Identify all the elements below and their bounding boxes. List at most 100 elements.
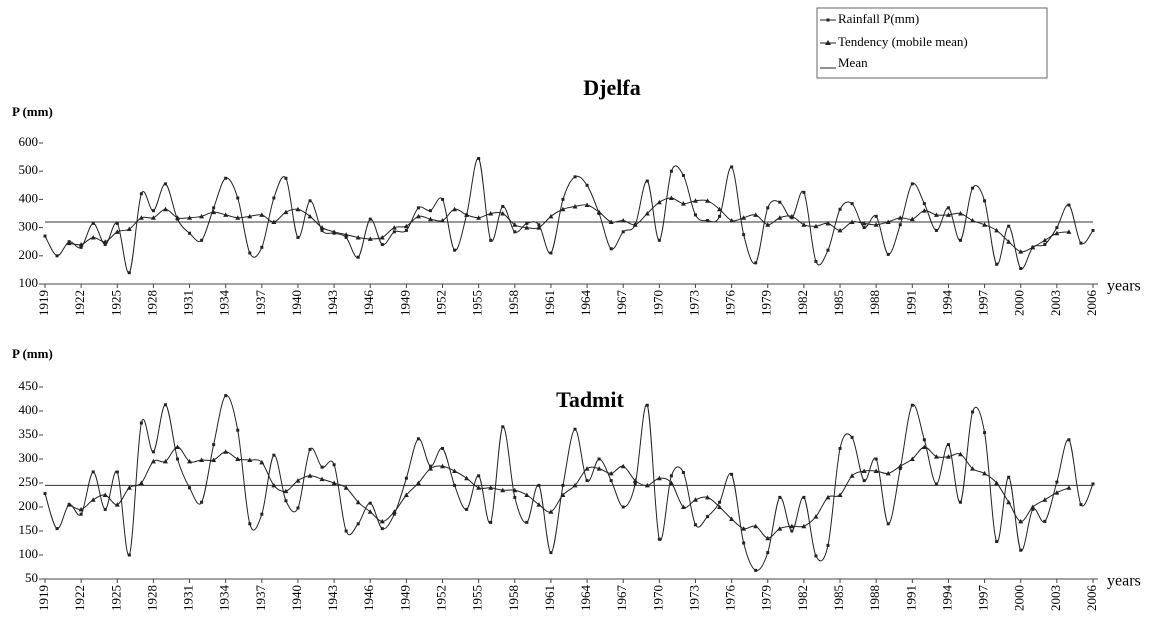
data-point [307,473,313,478]
x-tick-label: 1979 [759,585,774,611]
x-tick-label: 1994 [939,585,954,612]
data-point [657,537,661,541]
data-point [452,206,458,212]
data-point [127,271,131,275]
data-point [850,202,854,206]
data-point [513,495,517,499]
data-point [392,512,396,516]
data-point [584,202,590,208]
data-point [849,473,855,478]
data-point [706,515,710,519]
data-point [296,235,300,239]
x-tick-label: 1955 [470,290,485,316]
data-point [825,220,831,226]
data-point [235,215,241,220]
data-point [379,518,385,524]
data-point [91,221,95,225]
x-tick-label: 1919 [36,290,51,316]
data-point [838,207,842,211]
data-point [224,176,228,180]
data-point [982,222,988,227]
data-point [862,479,866,483]
data-point [850,435,854,439]
data-point [283,488,289,494]
data-point [247,213,253,219]
data-point [488,485,494,490]
data-point [1030,504,1036,509]
data-point [645,179,649,183]
data-point [403,492,409,497]
x-tick-label: 1958 [506,290,521,316]
data-point [801,523,807,529]
data-point [1018,249,1024,254]
data-point [933,212,939,217]
data-point [320,465,324,469]
data-point [742,233,746,237]
data-point [717,504,723,509]
data-point [1055,480,1059,484]
data-point [355,499,361,505]
data-point [55,254,59,258]
x-tick-label: 1946 [361,585,376,612]
data-point [573,427,577,431]
series-line [44,395,1094,572]
data-point [778,200,782,204]
data-point [596,209,602,215]
data-point [1006,239,1012,244]
data-point [524,492,530,497]
data-point [199,457,205,462]
data-point [826,543,830,547]
data-point [753,523,759,529]
x-tick-label: 1922 [72,585,87,611]
data-point [284,176,288,180]
data-point [188,231,192,235]
data-point [873,468,879,473]
data-point [211,457,217,462]
data-point [862,226,866,230]
data-point [982,470,988,476]
data-point [91,470,95,474]
data-point [343,232,349,237]
data-point [742,541,746,545]
data-point [692,198,698,203]
data-point [476,485,482,490]
data-point [403,223,409,229]
y-tick-label: 150 [19,522,39,537]
chart-title: Tadmit [556,387,624,412]
data-point [753,212,759,217]
x-tick-label: 1967 [614,585,629,612]
data-point [874,457,878,461]
data-point [934,228,938,232]
data-point [1042,237,1048,243]
x-tick-label: 1946 [361,290,376,317]
data-point [909,216,915,222]
x-tick-label: 1940 [289,585,304,611]
data-point [632,222,638,227]
x-tick-label: 1949 [397,290,412,316]
data-point [320,228,324,232]
data-point [1066,485,1072,490]
data-point [1007,475,1011,479]
data-point [621,230,625,234]
data-point [356,522,360,526]
data-point [861,468,867,473]
x-axis-label: years [1107,573,1141,590]
data-point [801,222,807,227]
data-point [151,209,155,213]
data-point [886,522,890,526]
data-point [754,261,758,265]
data-point [933,454,939,459]
x-tick-label: 2006 [1084,585,1099,612]
data-point [367,236,373,241]
data-point [681,470,685,474]
data-point [1067,438,1071,442]
data-point [43,492,47,496]
data-point [729,516,735,521]
data-point [139,192,143,196]
data-point [680,504,686,509]
data-point [1079,241,1083,245]
x-tick-label: 1964 [578,290,593,317]
x-tick-label: 1970 [650,290,665,316]
data-point [994,480,1000,485]
data-point [971,410,975,414]
